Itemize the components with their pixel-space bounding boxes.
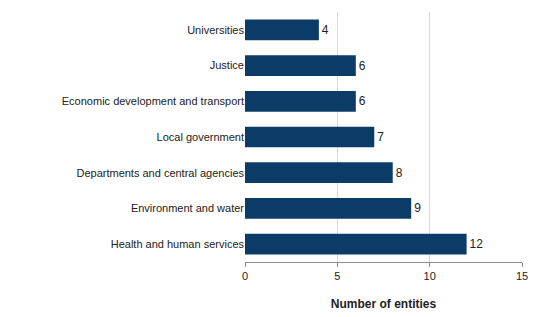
svg-text:15: 15	[516, 270, 528, 282]
svg-text:Local government: Local government	[157, 131, 244, 143]
svg-text:6: 6	[359, 59, 366, 73]
svg-text:8: 8	[396, 166, 403, 180]
svg-text:Justice: Justice	[210, 59, 244, 71]
svg-text:5: 5	[334, 270, 340, 282]
svg-text:Departments and central agenci: Departments and central agencies	[76, 167, 244, 179]
svg-text:6: 6	[359, 94, 366, 108]
svg-text:9: 9	[414, 201, 421, 215]
svg-text:12: 12	[470, 237, 484, 251]
svg-text:Environment and water: Environment and water	[131, 202, 244, 214]
svg-text:4: 4	[322, 23, 329, 37]
svg-text:Universities: Universities	[187, 24, 244, 36]
svg-text:Health and human services: Health and human services	[111, 238, 245, 250]
svg-text:10: 10	[424, 270, 436, 282]
svg-text:Number of entities: Number of entities	[331, 297, 437, 311]
svg-text:0: 0	[242, 270, 248, 282]
svg-text:Economic development and trans: Economic development and transport	[62, 95, 244, 107]
svg-text:7: 7	[377, 130, 384, 144]
